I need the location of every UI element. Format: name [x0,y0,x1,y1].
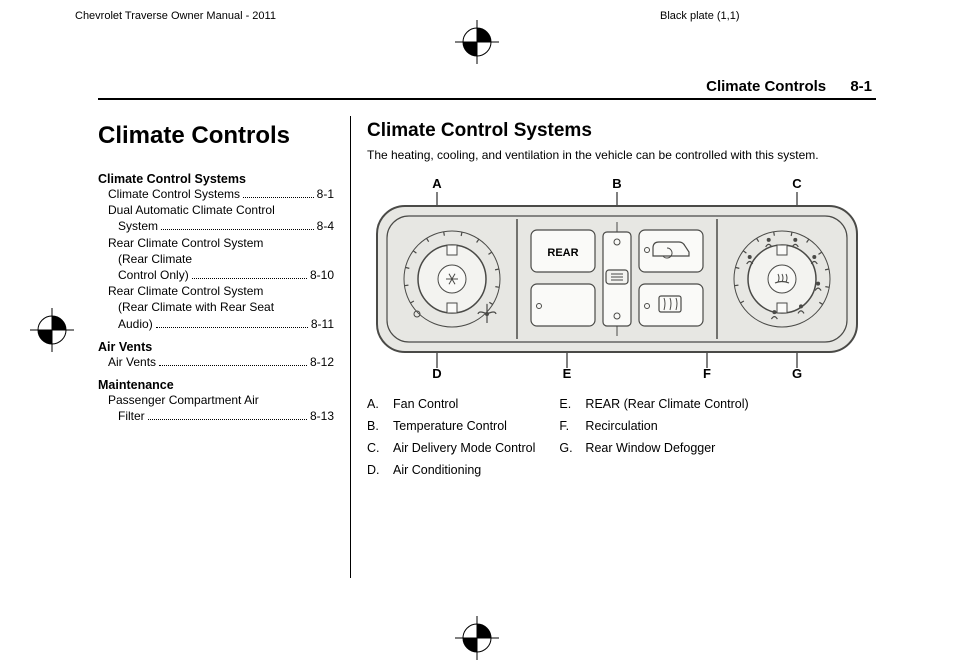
intro-text: The heating, cooling, and ventilation in… [367,148,876,164]
toc-page: 8-4 [317,218,334,234]
legend-item: C. Air Delivery Mode Control [367,441,535,455]
columns: Climate Controls Climate Control Systems… [98,116,876,578]
svg-text:D: D [432,366,441,381]
legend-text: Rear Window Defogger [585,441,715,455]
climate-panel-svg: REAR A B C D E F G [367,174,867,384]
crop-mark-bottom [455,616,499,660]
toc-leader [243,197,314,198]
legend-letter: D. [367,463,381,477]
legend-item: F. Recirculation [559,419,748,433]
toc-page: 8-13 [310,408,334,424]
toc-column: Climate Controls Climate Control Systems… [98,116,351,578]
section-name: Climate Controls [706,78,826,95]
legend-item: D. Air Conditioning [367,463,535,477]
toc-label: Control Only) [118,267,189,283]
toc-label: Audio) [118,316,153,332]
toc-group-title: Climate Control Systems [98,172,334,186]
climate-panel-figure: REAR A B C D E F G [367,174,867,387]
toc-label: Dual Automatic Climate Control [108,202,275,218]
section-title: Climate Control Systems [367,120,876,142]
svg-text:G: G [792,366,802,381]
toc-entry: Air Vents 8-12 [108,354,334,370]
toc-entry: System 8-4 [108,218,334,234]
legend-item: A. Fan Control [367,397,535,411]
toc-page: 8-11 [311,316,334,332]
legend: A. Fan Control B. Temperature Control C. Air … [367,397,876,485]
toc-page: 8-12 [310,354,334,370]
page-number: 8-1 [850,78,872,95]
content-frame: Climate Controls 8-1 Climate Controls Cl… [98,78,876,578]
body-column: Climate Control Systems The heating, coo… [351,116,876,578]
svg-text:B: B [612,176,621,191]
crop-mark-left [30,308,74,352]
toc-label: System [118,218,158,234]
toc-entry: Climate Control Systems 8-1 [108,186,334,202]
legend-item: E. REAR (Rear Climate Control) [559,397,748,411]
toc-entry: (Rear Climate with Rear Seat [108,299,334,315]
manual-title: Chevrolet Traverse Owner Manual - 2011 [75,10,276,22]
legend-left: A. Fan Control B. Temperature Control C. Air … [367,397,535,485]
toc-leader [161,229,314,230]
svg-text:E: E [563,366,572,381]
svg-text:A: A [432,176,442,191]
toc-entry: Rear Climate Control System [108,283,334,299]
toc-page: 8-10 [310,267,334,283]
legend-text: Air Delivery Mode Control [393,441,535,455]
toc-entry: (Rear Climate [108,251,334,267]
legend-text: Recirculation [585,419,657,433]
legend-text: Air Conditioning [393,463,481,477]
legend-letter: E. [559,397,573,411]
toc-entry: Passenger Compartment Air [108,392,334,408]
running-header: Climate Controls 8-1 [706,78,876,95]
toc-leader [148,419,307,420]
legend-letter: A. [367,397,381,411]
legend-letter: B. [367,419,381,433]
svg-text:F: F [703,366,711,381]
legend-letter: F. [559,419,573,433]
toc-label: Rear Climate Control System [108,283,263,299]
toc-label: Air Vents [108,354,156,370]
plate-info: Black plate (1,1) [660,10,739,22]
crop-mark-top [455,20,499,64]
toc-group-title: Air Vents [98,340,334,354]
svg-text:REAR: REAR [547,247,578,259]
toc-label: Rear Climate Control System [108,235,263,251]
svg-text:C: C [792,176,802,191]
toc-leader [192,278,307,279]
toc-entry: Control Only) 8-10 [108,267,334,283]
legend-item: B. Temperature Control [367,419,535,433]
legend-letter: G. [559,441,573,455]
toc-entry: Dual Automatic Climate Control [108,202,334,218]
toc-leader [156,327,308,328]
toc: Climate Control SystemsClimate Control S… [98,172,334,424]
toc-label: Filter [118,408,145,424]
chapter-title: Climate Controls [98,122,334,150]
header-rule [98,98,876,100]
toc-label: (Rear Climate with Rear Seat [118,299,274,315]
legend-letter: C. [367,441,381,455]
toc-label: Climate Control Systems [108,186,240,202]
legend-text: Temperature Control [393,419,507,433]
toc-label: Passenger Compartment Air [108,392,259,408]
toc-entry: Filter 8-13 [108,408,334,424]
legend-text: Fan Control [393,397,458,411]
toc-entry: Audio) 8-11 [108,316,334,332]
legend-right: E. REAR (Rear Climate Control) F. Recircula… [559,397,748,485]
legend-text: REAR (Rear Climate Control) [585,397,748,411]
toc-leader [159,365,307,366]
toc-entry: Rear Climate Control System [108,235,334,251]
toc-label: (Rear Climate [118,251,192,267]
toc-page: 8-1 [317,186,334,202]
legend-item: G. Rear Window Defogger [559,441,748,455]
toc-group-title: Maintenance [98,378,334,392]
